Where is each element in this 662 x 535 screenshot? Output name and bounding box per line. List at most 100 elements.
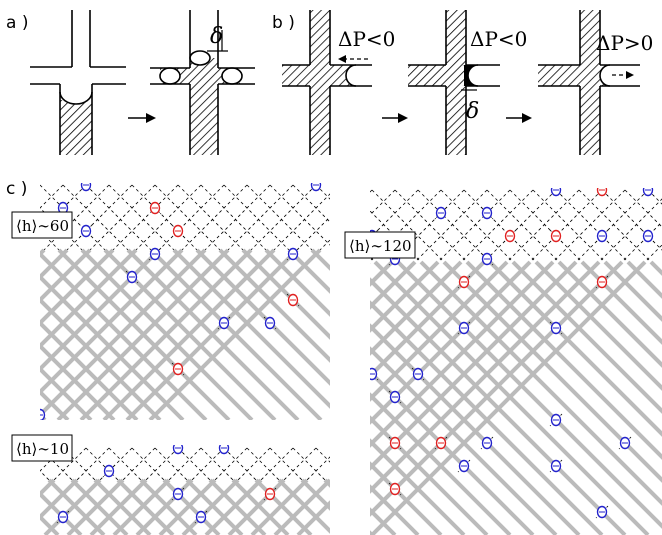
lattice-edge	[0, 262, 24, 535]
lattice-dashed-edge	[552, 189, 626, 263]
lattice-label-60: ⟨h⟩∼60	[16, 217, 69, 235]
lattice-grid	[0, 248, 330, 420]
lattice-edge	[0, 480, 35, 535]
dp-label-1: ΔP<0	[338, 27, 395, 51]
arrow-right-icon	[382, 113, 408, 123]
lattice-dashed-edge	[260, 447, 294, 481]
panel-a-junction-2: δ	[150, 10, 255, 155]
lattice-dashed-edge	[154, 447, 188, 481]
lattice-dashed-edge	[0, 190, 4, 262]
delta-label-b: δ	[466, 99, 479, 124]
lattice-grid	[0, 260, 662, 535]
lattice-label-box-120: ⟨h⟩∼120	[344, 231, 416, 259]
lattice-edge	[40, 478, 56, 497]
lattice-dashed-edge	[486, 189, 560, 263]
lattice-dashed-edge	[575, 189, 649, 263]
lattice-dashed-edge	[532, 189, 606, 263]
lattice-dashed-edge	[647, 189, 662, 205]
lattice-dashed-edge	[370, 189, 419, 239]
lattice-edge	[0, 480, 31, 535]
lattice-edge	[250, 478, 309, 535]
lattice-dashed-edge	[394, 189, 468, 263]
lattice-edge	[557, 260, 662, 368]
lattice-dashed-edge	[99, 447, 133, 481]
lattice-grid	[0, 478, 330, 535]
lattice-edge	[162, 478, 221, 535]
lattice-mean-height-120	[0, 188, 662, 535]
lattice-edge	[373, 260, 650, 535]
lattice-edge	[125, 248, 299, 420]
lattice-dashed-edge	[214, 447, 248, 481]
lattice-dashed-edge	[315, 447, 330, 463]
arrow-right-icon	[506, 113, 532, 123]
interface-markers	[370, 188, 655, 519]
lattice-edge	[40, 514, 60, 535]
lattice-edge	[195, 248, 330, 386]
lattice-edge	[40, 248, 115, 326]
lattice-edge	[172, 248, 330, 409]
lattice-dashed-edge	[0, 448, 3, 480]
lattice-dashed-edge	[437, 189, 511, 263]
lattice-dashed-edge	[621, 221, 662, 263]
panel-c-label: c )	[6, 179, 27, 199]
lattice-edge	[580, 260, 662, 345]
lattice-dashed-edge	[168, 447, 202, 481]
lattice-edge	[181, 478, 240, 535]
lattice-edge	[465, 260, 662, 460]
lattice-dashed-edge	[555, 189, 629, 263]
lattice-dashed-edge	[200, 447, 234, 481]
lattice-edge	[0, 250, 22, 420]
blue-interface-marker	[172, 445, 184, 455]
lattice-label-10: ⟨h⟩∼10	[16, 440, 69, 458]
arrow-right-icon	[128, 113, 156, 123]
lattice-edge	[40, 248, 138, 349]
lattice-dashed-edge	[339, 448, 371, 480]
lattice-edge	[40, 491, 83, 535]
lattice-edge	[370, 260, 555, 448]
lattice-edge	[70, 478, 129, 535]
lattice-edge	[488, 260, 662, 437]
interface-markers	[56, 445, 277, 524]
lattice-edge	[0, 262, 1, 535]
lattice-dashed-edge	[122, 447, 156, 481]
lattice-dashed-edge	[463, 189, 537, 263]
panel-a-junction-1	[30, 10, 126, 155]
lattice-edge	[370, 346, 558, 535]
lattice-dashed-edge	[506, 189, 580, 263]
dp-label-2: ΔP<0	[470, 27, 527, 51]
lattice-edge	[43, 478, 102, 535]
lattice-edge	[218, 248, 330, 363]
lattice-dashed-edge	[371, 189, 445, 263]
lattice-edge	[0, 480, 12, 535]
lattice-edge	[66, 478, 125, 535]
lattice-edge	[370, 415, 489, 535]
lattice-dashed-edge	[385, 448, 417, 480]
lattice-edge	[370, 260, 647, 535]
lattice-edge	[148, 248, 322, 420]
lattice-edge	[603, 260, 662, 322]
lattice-dashed-edge	[362, 448, 394, 480]
lattice-edge	[47, 478, 106, 535]
lattice-edge	[370, 300, 604, 535]
lattice-edge	[185, 478, 244, 535]
lattice-dashed-edge	[417, 189, 491, 263]
lattice-dashed-edge	[306, 456, 330, 481]
lattice-edge	[89, 478, 148, 535]
lattice-edge	[370, 260, 486, 379]
lattice-edge	[534, 260, 662, 391]
lattice-dashed-edge	[191, 447, 225, 481]
lattice-dashed-edge	[414, 189, 488, 263]
lattice-dashed-edge	[237, 447, 271, 481]
lattice-dashed-edge	[644, 244, 662, 263]
lattice-edge	[102, 248, 276, 420]
dp-label-3: ΔP>0	[596, 31, 653, 55]
lattice-dashed-edge	[177, 447, 211, 481]
lattice-edge	[40, 320, 139, 420]
lattice-edge	[40, 248, 207, 418]
lattice-edge	[296, 500, 330, 535]
blue-interface-marker	[218, 445, 230, 455]
lattice-edge	[231, 478, 290, 535]
lattice-edge	[116, 478, 175, 535]
lattice-dashed-edge	[440, 189, 514, 263]
lattice-dashed-edge	[483, 189, 557, 263]
